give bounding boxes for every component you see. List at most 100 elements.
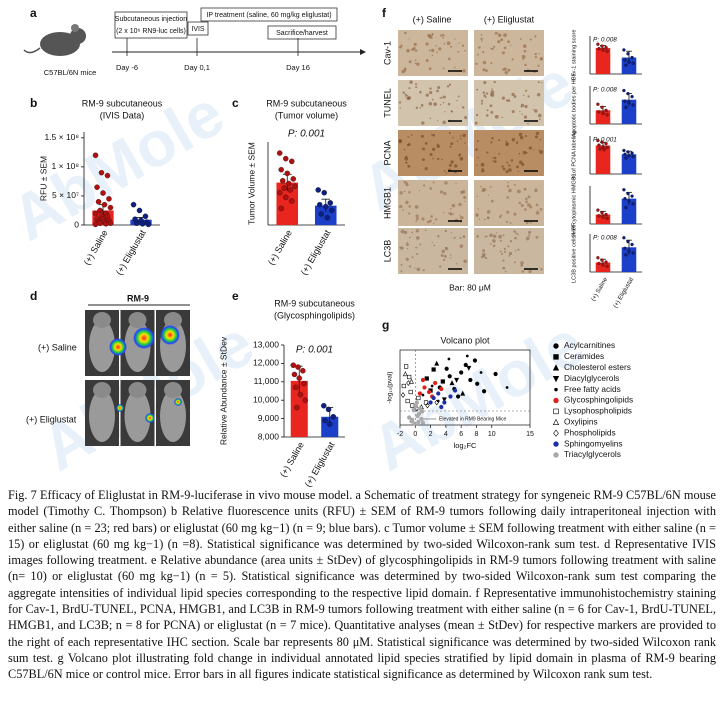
data-point <box>431 395 436 401</box>
ihc-texture <box>507 181 509 184</box>
data-point <box>423 400 429 405</box>
ihc-texture <box>480 99 484 102</box>
legend-label: Diacylglycerols <box>564 373 619 383</box>
luminescence-signal <box>109 338 127 356</box>
ihc-texture <box>506 196 509 199</box>
ihc-texture <box>410 134 413 136</box>
ihc-texture <box>528 230 532 234</box>
data-point <box>472 358 478 363</box>
legend-marker <box>552 364 560 371</box>
ivis-box <box>187 21 209 36</box>
data-point <box>322 417 328 424</box>
ihc-texture <box>514 250 517 252</box>
data-point <box>605 145 609 150</box>
ihc-texture <box>513 95 517 98</box>
data-point <box>439 404 444 410</box>
data-point <box>600 258 604 262</box>
ihc-texture <box>409 236 411 239</box>
ihc-texture <box>440 34 443 37</box>
ihc-texture <box>428 219 432 223</box>
ihc-texture <box>475 113 479 117</box>
ihc-texture <box>490 90 495 94</box>
ihc-texture <box>450 257 452 259</box>
ihc-texture <box>412 47 416 51</box>
data-point <box>630 94 634 99</box>
chart-title: Volcano plot <box>440 335 490 345</box>
legend-marker <box>553 397 559 404</box>
data-point <box>600 210 604 215</box>
ihc-texture <box>429 117 432 120</box>
ihc-texture <box>475 62 478 65</box>
data-point <box>400 392 406 398</box>
ihc-texture <box>525 236 530 241</box>
y-axis-label: Tumor Volume ± SEM <box>246 142 256 225</box>
ihc-texture <box>493 45 496 48</box>
ihc-texture <box>527 195 531 199</box>
timeline-arrow <box>360 49 366 55</box>
data-point <box>597 261 601 266</box>
ihc-texture <box>399 204 403 209</box>
ihc-row-label: TUNEL <box>382 88 392 118</box>
ihc-texture <box>439 190 444 194</box>
legend-label: Phospholipids <box>564 427 616 437</box>
ihc-texture <box>492 244 496 248</box>
ihc-texture <box>455 182 457 184</box>
ihc-texture <box>425 59 429 63</box>
ihc-texture <box>415 86 418 89</box>
ihc-texture <box>403 148 406 151</box>
ihc-texture <box>511 58 514 61</box>
ihc-texture <box>507 40 510 44</box>
data-point <box>407 374 412 380</box>
ihc-texture <box>475 213 479 217</box>
ihc-texture <box>464 49 466 52</box>
ihc-texture <box>521 54 526 59</box>
data-point <box>292 384 299 391</box>
ihc-texture <box>431 241 433 244</box>
ihc-texture <box>458 154 461 157</box>
data-point <box>601 215 605 219</box>
ihc-texture <box>501 51 505 55</box>
ihc-texture <box>520 261 524 265</box>
ihc-texture <box>504 70 509 75</box>
ihc-texture <box>431 33 434 36</box>
ihc-texture <box>527 203 531 207</box>
data-point <box>482 389 487 394</box>
ihc-texture <box>507 245 510 248</box>
ihc-texture <box>482 91 486 94</box>
data-point <box>412 421 417 426</box>
data-point <box>604 45 608 50</box>
data-point <box>278 166 284 173</box>
ihc-texture <box>436 89 439 93</box>
data-point <box>602 148 606 152</box>
ihc-texture <box>481 168 485 173</box>
ihc-texture <box>463 259 467 264</box>
data-point <box>456 394 461 399</box>
ihc-texture <box>425 93 429 97</box>
ihc-texture <box>408 212 411 215</box>
y-tick-label: 8,000 <box>258 431 280 441</box>
ihc-texture <box>461 106 464 108</box>
data-point <box>631 61 635 65</box>
ihc-texture <box>408 60 412 64</box>
data-point <box>622 188 626 192</box>
ihc-texture <box>513 230 516 233</box>
ihc-image <box>398 30 468 76</box>
x-tick-label: 6 <box>459 431 463 438</box>
ihc-texture <box>407 143 411 146</box>
data-point <box>627 249 631 253</box>
ihc-image <box>398 228 468 274</box>
ihc-texture <box>511 138 516 142</box>
ihc-texture <box>452 213 455 216</box>
ihc-texture <box>513 183 516 186</box>
y-tick-label: 13,000 <box>253 339 279 349</box>
ihc-texture <box>520 106 522 108</box>
ihc-texture <box>411 256 414 259</box>
ihc-texture <box>517 189 521 194</box>
data-point <box>630 194 634 198</box>
data-point <box>416 395 421 401</box>
legend-marker <box>552 376 560 383</box>
ihc-texture <box>522 150 527 155</box>
ihc-texture <box>399 191 403 195</box>
ihc-texture <box>403 190 406 193</box>
ihc-texture <box>537 113 542 118</box>
